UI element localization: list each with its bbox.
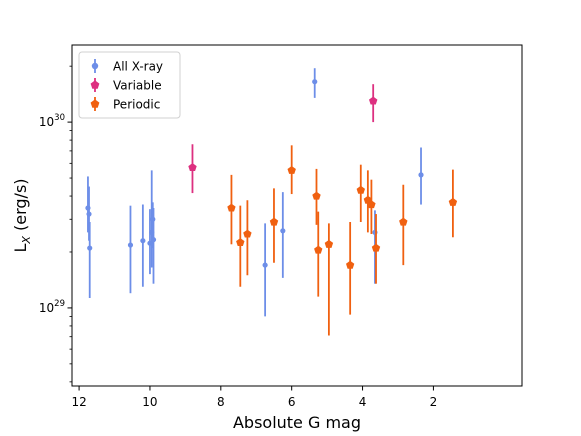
plot-frame [71, 44, 523, 387]
data-point [287, 166, 296, 174]
data-point [314, 245, 323, 254]
plot-area: 1029 1030 12 10 8 6 4 2 [39, 44, 523, 409]
legend-label: Periodic [113, 98, 160, 112]
y-tick-label: 1030 [39, 113, 65, 129]
data-point [280, 228, 286, 234]
data-point [127, 242, 134, 248]
data-point [269, 217, 279, 226]
data-point [399, 217, 408, 226]
legend: All X-ray Variable Periodic [78, 51, 181, 119]
data-point [312, 191, 321, 200]
legend-label: Variable [113, 79, 162, 93]
legend-marker [90, 99, 100, 108]
data-point [243, 229, 252, 238]
legend-box [78, 51, 181, 119]
series-all-x-ray [85, 68, 424, 317]
legend-marker [90, 80, 100, 89]
legend-marker [91, 62, 99, 70]
x-tick-label: 12 [71, 395, 86, 409]
data-point [324, 239, 334, 248]
x-tick-label: 2 [430, 395, 438, 409]
data-point [346, 260, 355, 269]
x-tick-label: 6 [288, 395, 296, 409]
series-periodic [227, 145, 458, 336]
data-point [418, 172, 424, 178]
x-tick-label: 4 [359, 395, 367, 409]
data-point [236, 238, 245, 246]
legend-label: All X-ray [113, 60, 163, 74]
data-point [262, 262, 268, 268]
data-point [87, 245, 93, 251]
x-tick-label: 8 [217, 395, 225, 409]
y-tick-label: 1029 [39, 299, 65, 315]
data-point [367, 200, 376, 209]
data-point [448, 197, 458, 206]
data-point [369, 96, 378, 105]
series-variable [188, 84, 378, 194]
data-point [188, 163, 197, 171]
data-point [371, 243, 381, 252]
data-point [86, 211, 92, 217]
y-axis-label: LX (erg/s) [11, 178, 33, 252]
data-point [356, 185, 365, 194]
x-axis-label: Absolute G mag [233, 413, 361, 432]
data-point [227, 203, 236, 212]
data-point [312, 79, 318, 85]
data-point [150, 237, 157, 243]
x-tick-label: 10 [142, 395, 157, 409]
data-point [140, 238, 146, 244]
